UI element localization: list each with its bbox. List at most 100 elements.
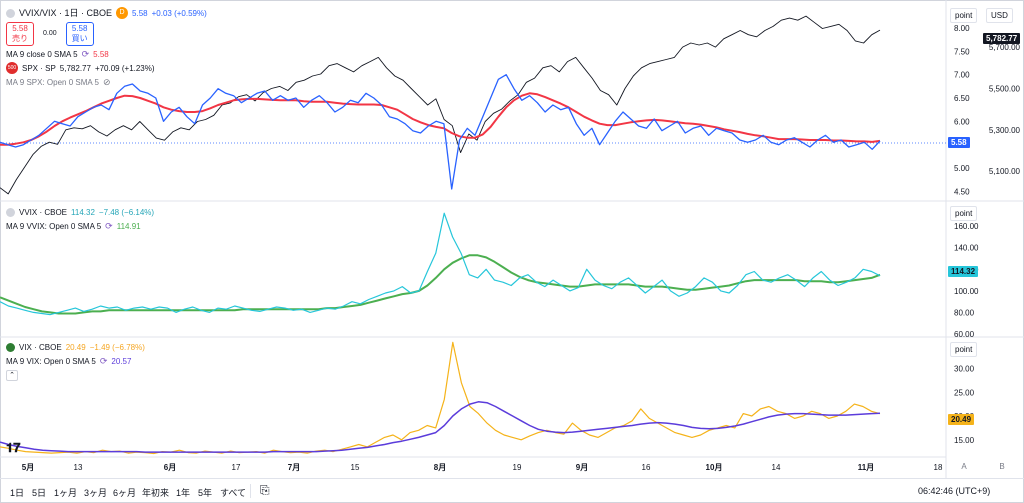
sell-label: 売り bbox=[12, 33, 28, 43]
spx-series-line[interactable] bbox=[0, 15, 881, 195]
ratio-axis-tick: 6.50 bbox=[954, 94, 970, 103]
timeframe-6m[interactable]: 6ヶ月 bbox=[113, 488, 137, 498]
pane2-legend: VVIX · CBOE 114.32 −7.48 (−6.14%) MA 9 V… bbox=[6, 205, 154, 233]
log-scale-button[interactable]: B bbox=[996, 462, 1008, 474]
bottom-toolbar: 1日 5日 1ヶ月 3ヶ月 6ヶ月 年初来 1年 5年 すべて ⎘ 06:42:… bbox=[0, 478, 1024, 503]
spx-axis-tick: 5,100.00 bbox=[989, 167, 1021, 176]
symbol-icon bbox=[6, 207, 15, 217]
time-axis-tick: 7月 bbox=[288, 463, 300, 472]
timeframe-ytd[interactable]: 年初来 bbox=[142, 488, 170, 498]
spx-axis-tick: 5,300.00 bbox=[989, 126, 1021, 135]
vvix-axis-tick: 100.00 bbox=[954, 287, 979, 296]
ma-refresh-icon[interactable]: ⟳ bbox=[99, 355, 108, 366]
timeframe-1m[interactable]: 1ヶ月 bbox=[54, 488, 78, 498]
ma-refresh-icon[interactable]: ⟳ bbox=[105, 220, 113, 231]
ratio-change: +0.03 (+0.59%) bbox=[151, 8, 207, 18]
sell-price: 5.58 bbox=[12, 23, 28, 33]
timeframe-1d[interactable]: 1日 bbox=[10, 488, 25, 498]
vvix-title[interactable]: VVIX · CBOE bbox=[19, 207, 68, 217]
ratio-ma-line[interactable] bbox=[0, 92, 881, 146]
ratio-series-line[interactable] bbox=[0, 74, 881, 190]
symbol-title[interactable]: VVIX/VIX · 1日 · CBOE bbox=[19, 7, 113, 18]
vvix-axis-tick: 80.00 bbox=[954, 308, 975, 317]
vix-ma-label[interactable]: MA 9 VIX: Open 0 SMA 5 bbox=[6, 356, 96, 366]
currency-button[interactable]: USD bbox=[986, 8, 1013, 23]
ma-label[interactable]: MA 9 close 0 SMA 5 bbox=[6, 49, 78, 59]
timeframe-5d[interactable]: 5日 bbox=[32, 488, 47, 498]
vvix-price: 114.32 bbox=[71, 207, 95, 217]
ratio-price: 5.58 bbox=[132, 8, 148, 18]
collapse-chevron-icon[interactable]: ⌃ bbox=[6, 369, 18, 381]
buy-label: 買い bbox=[71, 33, 88, 43]
spread-value: 0.00 bbox=[43, 30, 57, 37]
spx-axis-tick: 5,500.00 bbox=[989, 84, 1021, 93]
vvix-ma-line[interactable] bbox=[0, 254, 881, 315]
vvix-last-price-tag: 114.32 bbox=[948, 266, 979, 277]
sell-button[interactable]: 5.58 売り bbox=[6, 21, 34, 46]
toolbar-divider bbox=[250, 484, 251, 498]
time-axis-tick: 5月 bbox=[22, 463, 34, 472]
spx-label[interactable]: SPX · SP bbox=[22, 63, 56, 73]
calendar-range-icon[interactable]: ⎘ bbox=[260, 483, 270, 497]
ratio-axis-tick: 6.00 bbox=[954, 117, 970, 126]
time-axis-tick: 9月 bbox=[576, 463, 588, 472]
vvix-axis-tick: 160.00 bbox=[954, 222, 979, 231]
axis-mode-button[interactable]: point bbox=[950, 8, 978, 23]
spx-change: +70.09 (+1.23%) bbox=[94, 63, 155, 73]
spx-ma-label[interactable]: MA 9 SPX: Open 0 SMA 5 bbox=[6, 77, 99, 87]
timeframe-all[interactable]: すべて bbox=[220, 488, 247, 498]
vix-last-price-tag: 20.49 bbox=[948, 414, 975, 425]
vvix-axis-tick: 140.00 bbox=[954, 244, 979, 253]
vix-ma-line[interactable] bbox=[0, 401, 881, 453]
vix-axis-tick: 25.00 bbox=[954, 388, 975, 397]
ratio-axis-tick: 8.00 bbox=[954, 24, 970, 33]
timeframe-5y[interactable]: 5年 bbox=[198, 488, 213, 498]
timeframe-3m[interactable]: 3ヶ月 bbox=[84, 488, 108, 498]
time-axis-tick: 15 bbox=[351, 463, 360, 472]
ratio-last-price-tag: 5.58 bbox=[948, 137, 970, 148]
vvix-axis-tick: 60.00 bbox=[954, 330, 975, 339]
vvix-series-line[interactable] bbox=[0, 212, 881, 316]
interval-badge-icon: D bbox=[116, 7, 129, 19]
tradingview-logo-icon[interactable]: 𝟏𝟕 bbox=[6, 440, 21, 455]
symbol-icon bbox=[6, 8, 15, 18]
buy-price: 5.58 bbox=[71, 23, 88, 33]
eye-off-icon[interactable]: ⊘ bbox=[102, 76, 111, 87]
pane1-legend: VVIX/VIX · 1日 · CBOE D 5.58 +0.03 (+0.59… bbox=[6, 6, 207, 89]
ma-refresh-icon[interactable]: ⟳ bbox=[81, 48, 90, 59]
auto-scale-button[interactable]: A bbox=[958, 462, 970, 474]
vix-axis-tick: 30.00 bbox=[954, 365, 975, 374]
buy-button[interactable]: 5.58 買い bbox=[65, 21, 94, 46]
time-axis-tick: 6月 bbox=[164, 463, 176, 472]
spx-price: 5,782.77 bbox=[59, 63, 91, 73]
time-axis-tick: 14 bbox=[772, 463, 781, 472]
spx-axis-tick: 5,700.00 bbox=[989, 43, 1021, 52]
spx-last-price-tag: 5,782.77 bbox=[983, 33, 1021, 44]
time-axis-tick: 10月 bbox=[706, 463, 723, 472]
vvix-change: −7.48 (−6.14%) bbox=[98, 207, 155, 217]
time-axis-tick: 8月 bbox=[434, 463, 446, 472]
ratio-axis-tick: 7.50 bbox=[954, 47, 970, 56]
ratio-axis-tick: 5.00 bbox=[954, 164, 970, 173]
vvix-ma-label[interactable]: MA 9 VVIX: Open 0 SMA 5 bbox=[6, 221, 102, 231]
time-axis-tick: 16 bbox=[642, 463, 651, 472]
spx-badge-icon: 500 bbox=[6, 62, 18, 74]
axis-mode-button[interactable]: point bbox=[950, 206, 978, 221]
ratio-axis-tick: 7.00 bbox=[954, 71, 970, 80]
vix-ma-value: 20.57 bbox=[111, 356, 132, 366]
vix-price: 20.49 bbox=[65, 342, 86, 352]
time-axis-tick: 18 bbox=[934, 463, 943, 472]
expand-icon[interactable] bbox=[6, 342, 15, 352]
vvix-ma-value: 114.91 bbox=[116, 221, 141, 231]
axis-mode-button[interactable]: point bbox=[950, 342, 978, 357]
ratio-axis-tick: 4.50 bbox=[954, 187, 970, 196]
time-axis-tick: 17 bbox=[232, 463, 241, 472]
vix-change: −1.49 (−6.78%) bbox=[89, 342, 145, 352]
ma-value: 5.58 bbox=[93, 49, 109, 59]
vix-title[interactable]: VIX · CBOE bbox=[19, 342, 62, 352]
timeframe-1y[interactable]: 1年 bbox=[176, 488, 191, 498]
clock-text[interactable]: 06:42:46 (UTC+9) bbox=[918, 486, 991, 496]
vix-axis-tick: 15.00 bbox=[954, 436, 975, 445]
time-axis-tick: 11月 bbox=[858, 463, 874, 472]
